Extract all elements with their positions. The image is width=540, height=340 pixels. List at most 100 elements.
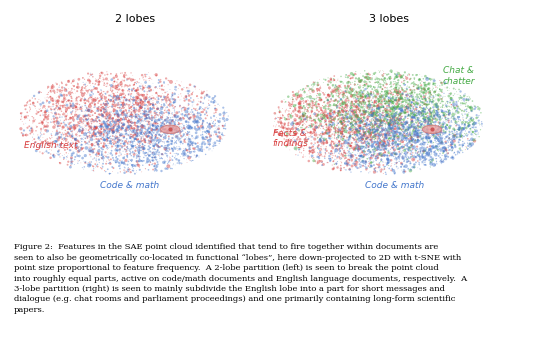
Point — [150, 115, 159, 120]
Point — [413, 94, 421, 100]
Point — [386, 76, 394, 82]
Point — [419, 149, 428, 154]
Point — [149, 153, 158, 158]
Point — [75, 158, 83, 164]
Point — [300, 108, 309, 114]
Point — [346, 121, 355, 127]
Point — [389, 121, 398, 127]
Point — [379, 151, 388, 157]
Point — [442, 117, 450, 122]
Point — [422, 117, 430, 122]
Point — [363, 83, 372, 89]
Point — [118, 140, 126, 146]
Point — [393, 121, 401, 127]
Point — [370, 119, 379, 124]
Point — [384, 148, 393, 153]
Point — [416, 141, 424, 147]
Point — [120, 165, 129, 171]
Point — [438, 111, 447, 117]
Point — [392, 95, 400, 101]
Point — [345, 167, 353, 172]
Point — [379, 110, 387, 115]
Point — [454, 115, 463, 120]
Point — [326, 103, 334, 108]
Point — [97, 145, 105, 151]
Point — [355, 162, 364, 167]
Point — [332, 97, 340, 103]
Point — [431, 137, 440, 143]
Point — [322, 115, 331, 121]
Point — [73, 144, 82, 150]
Point — [394, 112, 403, 118]
Point — [186, 125, 195, 130]
Point — [347, 140, 356, 146]
Point — [122, 102, 131, 107]
Point — [444, 91, 453, 96]
Point — [423, 139, 431, 145]
Point — [377, 153, 386, 158]
Point — [78, 84, 87, 89]
Point — [120, 135, 129, 140]
Point — [205, 147, 213, 153]
Point — [398, 162, 407, 168]
Point — [357, 120, 366, 125]
Point — [169, 101, 178, 106]
Point — [343, 119, 352, 125]
Point — [160, 118, 169, 123]
Point — [333, 86, 341, 92]
Point — [204, 124, 213, 130]
Point — [447, 90, 455, 96]
Point — [209, 95, 218, 101]
Point — [455, 150, 464, 155]
Point — [414, 101, 423, 106]
Point — [120, 146, 129, 151]
Point — [67, 98, 76, 104]
Point — [67, 110, 76, 115]
Point — [442, 115, 451, 120]
Point — [350, 82, 359, 88]
Point — [383, 112, 391, 118]
Point — [453, 122, 461, 128]
Point — [422, 105, 431, 110]
Point — [350, 82, 359, 87]
Point — [390, 117, 399, 123]
Point — [212, 127, 221, 133]
Point — [172, 128, 181, 133]
Point — [404, 71, 413, 76]
Point — [321, 119, 330, 124]
Point — [447, 139, 456, 145]
Point — [402, 105, 411, 111]
Point — [115, 147, 124, 153]
Point — [43, 136, 51, 142]
Point — [360, 118, 369, 124]
Point — [366, 129, 375, 134]
Point — [295, 122, 303, 128]
Point — [354, 147, 362, 153]
Point — [443, 88, 452, 93]
Point — [79, 127, 87, 133]
Point — [105, 122, 113, 127]
Point — [276, 119, 285, 124]
Point — [375, 69, 384, 75]
Point — [326, 118, 334, 124]
Point — [377, 150, 386, 155]
Point — [368, 113, 376, 118]
Point — [415, 128, 423, 134]
Point — [451, 132, 460, 138]
Point — [375, 81, 383, 86]
Point — [123, 111, 132, 117]
Point — [427, 150, 436, 156]
Point — [348, 86, 356, 92]
Point — [154, 114, 163, 119]
Point — [118, 141, 126, 146]
Point — [466, 96, 475, 102]
Point — [314, 139, 322, 145]
Point — [371, 119, 380, 125]
Point — [193, 119, 201, 124]
Point — [377, 123, 386, 129]
Point — [375, 139, 384, 144]
Point — [294, 90, 302, 95]
Point — [396, 141, 404, 147]
Point — [290, 132, 299, 137]
Point — [276, 124, 285, 130]
